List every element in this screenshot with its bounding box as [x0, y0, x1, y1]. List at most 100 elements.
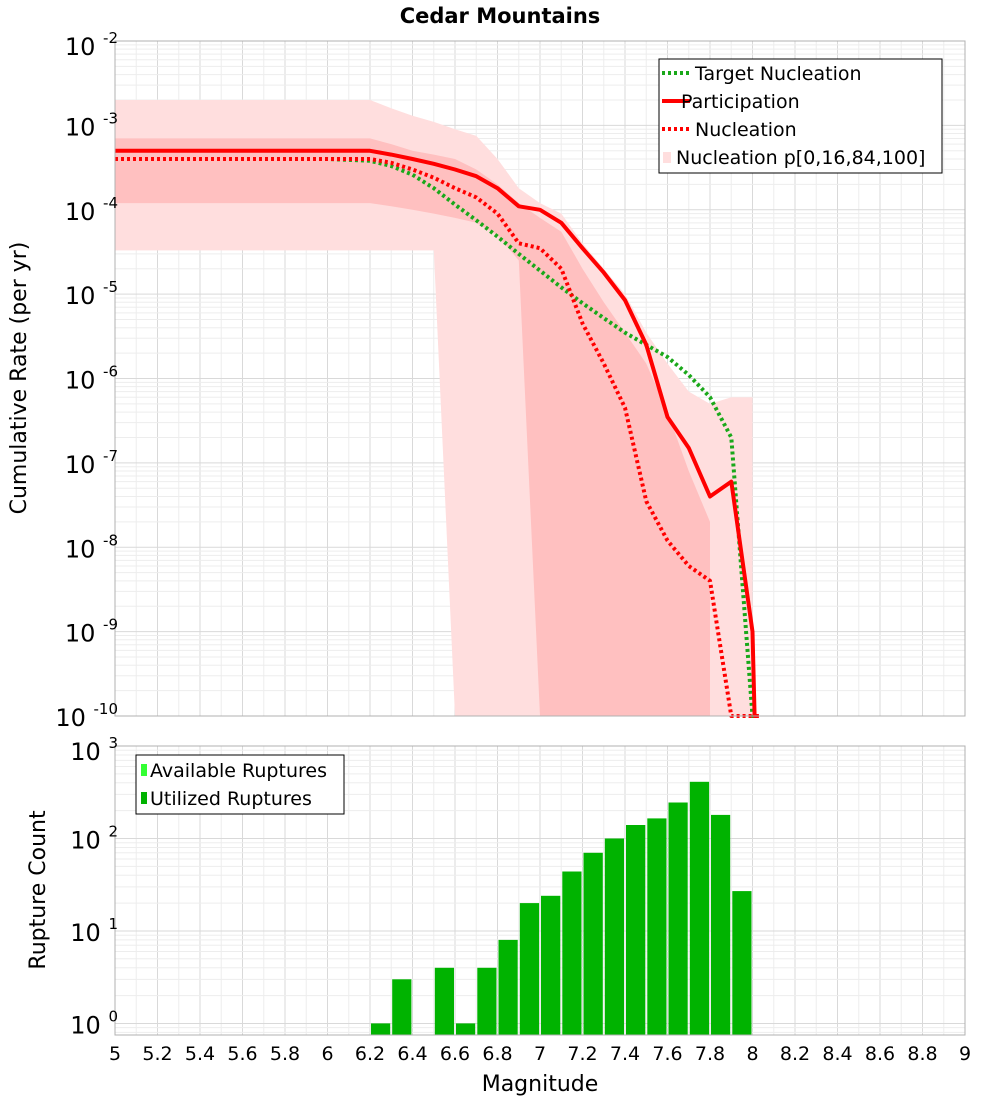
utilized-rupture-bar	[647, 818, 667, 1035]
rupture-count-panel: 10 310 210 110 0 5 5.2 5.4 5.6 5.8 6 6.2 6.4 6.6…	[26, 734, 971, 1097]
count-y-axis-label: Rupture Count	[26, 810, 51, 970]
count-y-tick-label: 10 1	[70, 915, 118, 947]
count-y-tick-exponent: 2	[108, 822, 118, 840]
x-tick-label: 7.2	[567, 1043, 597, 1065]
x-tick-label: 7.6	[652, 1043, 682, 1065]
legend-label: Nucleation	[695, 119, 797, 141]
x-tick-label: 8.6	[865, 1043, 895, 1065]
rate-y-tick-exponent: -4	[103, 194, 118, 212]
rate-y-tick-label: 10 -2	[65, 29, 118, 61]
rate-y-tick-base: 10	[65, 282, 96, 310]
nucleation-percentile-bands	[115, 100, 753, 716]
count-y-tick-base: 10	[70, 1011, 101, 1039]
rate-y-axis-label: Cumulative Rate (per yr)	[7, 242, 32, 515]
count-legend-box	[135, 754, 345, 815]
x-tick-label: 6	[321, 1043, 333, 1065]
utilized-rupture-bar	[498, 939, 518, 1035]
rate-y-tick-base: 10	[65, 451, 96, 479]
chart-title: Cedar Mountains	[400, 4, 601, 28]
rate-y-tick-exponent: -5	[103, 278, 118, 296]
rate-panel: 10 -210 -310 -410 -510 -610 -710 -810 -9…	[7, 29, 966, 732]
count-bars	[371, 781, 752, 1035]
rate-y-tick-exponent: -6	[103, 363, 118, 381]
rate-y-tick-exponent: -8	[103, 531, 118, 549]
x-tick-label: 5.4	[185, 1043, 215, 1065]
rate-y-tick-base: 10	[65, 620, 96, 648]
legend-swatch-band	[663, 152, 671, 163]
count-y-tick-label: 10 2	[70, 822, 118, 854]
utilized-rupture-bar	[392, 979, 412, 1035]
utilized-rupture-bar	[456, 1023, 476, 1035]
rate-y-tick-label: 10 -4	[65, 194, 118, 226]
utilized-rupture-bar	[668, 802, 688, 1035]
rate-y-tick-base: 10	[65, 113, 96, 141]
legend-label: Utilized Ruptures	[150, 788, 312, 810]
rate-y-tick-exponent: -10	[94, 700, 119, 718]
rate-y-tick-label: 10 -10	[55, 700, 118, 732]
utilized-rupture-bar	[541, 895, 561, 1035]
rate-y-tick-base: 10	[65, 33, 96, 61]
x-tick-label: 8.2	[780, 1043, 810, 1065]
utilized-rupture-bar	[604, 838, 624, 1035]
count-y-tick-exponent: 3	[108, 734, 118, 752]
x-tick-label: 6.4	[397, 1043, 427, 1065]
rate-y-tick-label: 10 -9	[65, 616, 118, 648]
rate-y-ticks: 10 -210 -310 -410 -510 -610 -710 -810 -9…	[55, 29, 118, 732]
x-axis-label: Magnitude	[482, 1072, 599, 1097]
band-p16-p84	[115, 138, 710, 716]
legend-label: Participation	[681, 91, 800, 113]
legend-label: Nucleation p[0,16,84,100]	[676, 147, 925, 169]
rate-plot-frame	[114, 40, 966, 717]
count-y-tick-base: 10	[70, 738, 101, 766]
count-y-tick-exponent: 0	[108, 1007, 118, 1025]
rate-y-tick-exponent: -7	[103, 447, 118, 465]
utilized-rupture-bar	[689, 781, 710, 1035]
legend-swatch-bar	[141, 792, 147, 804]
x-tick-label: 6.8	[482, 1043, 512, 1065]
x-tick-label: 8	[746, 1043, 758, 1065]
rate-legend: Target Nucleation Participation Nucleation…	[658, 58, 943, 174]
rate-y-tick-label: 10 -6	[65, 363, 118, 395]
count-plot-frame	[114, 745, 966, 1036]
x-tick-label: 5	[109, 1043, 121, 1065]
x-tick-label: 6.2	[355, 1043, 385, 1065]
rate-y-tick-label: 10 -5	[65, 278, 118, 310]
x-tick-label: 5.2	[142, 1043, 172, 1065]
x-tick-label: 9	[959, 1043, 971, 1065]
magnitude-x-ticks: 5 5.2 5.4 5.6 5.8 6 6.2 6.4 6.6 6.8 7 7.2 7.4 7.6 7.8 8…	[109, 1043, 971, 1065]
rate-y-tick-base: 10	[65, 535, 96, 563]
rate-y-tick-base: 10	[55, 704, 86, 732]
rate-y-tick-base: 10	[65, 367, 96, 395]
utilized-rupture-bar	[434, 967, 454, 1035]
rate-y-tick-label: 10 -7	[65, 447, 118, 479]
utilized-rupture-bar	[519, 903, 540, 1035]
rate-y-tick-exponent: -9	[103, 616, 118, 634]
count-y-tick-label: 10 0	[70, 1007, 118, 1039]
rate-y-tick-label: 10 -3	[65, 109, 118, 141]
utilized-rupture-bar	[711, 814, 731, 1035]
legend-swatch-bar	[141, 764, 147, 776]
count-y-tick-base: 10	[70, 826, 101, 854]
x-tick-label: 6.6	[440, 1043, 470, 1065]
rate-y-tick-label: 10 -8	[65, 531, 118, 563]
rate-y-tick-exponent: -3	[103, 109, 118, 127]
rate-y-tick-base: 10	[65, 198, 96, 226]
utilized-rupture-bar	[732, 891, 752, 1035]
count-y-ticks: 10 310 210 110 0	[70, 734, 118, 1039]
utilized-rupture-bar	[583, 852, 603, 1035]
count-y-tick-label: 10 3	[70, 734, 118, 766]
x-tick-label: 5.8	[270, 1043, 300, 1065]
rate-y-tick-exponent: -2	[103, 29, 118, 47]
nucleation-line	[115, 157, 757, 718]
x-tick-label: 5.6	[227, 1043, 257, 1065]
rate-legend-box	[658, 58, 943, 174]
participation-line	[115, 148, 759, 718]
utilized-rupture-bar	[371, 1023, 391, 1035]
utilized-rupture-bar	[477, 967, 497, 1035]
utilized-rupture-bar	[562, 871, 582, 1035]
legend-label: Target Nucleation	[694, 63, 862, 85]
x-tick-label: 8.4	[822, 1043, 852, 1065]
x-tick-label: 7.8	[695, 1043, 725, 1065]
x-tick-label: 7	[534, 1043, 546, 1065]
